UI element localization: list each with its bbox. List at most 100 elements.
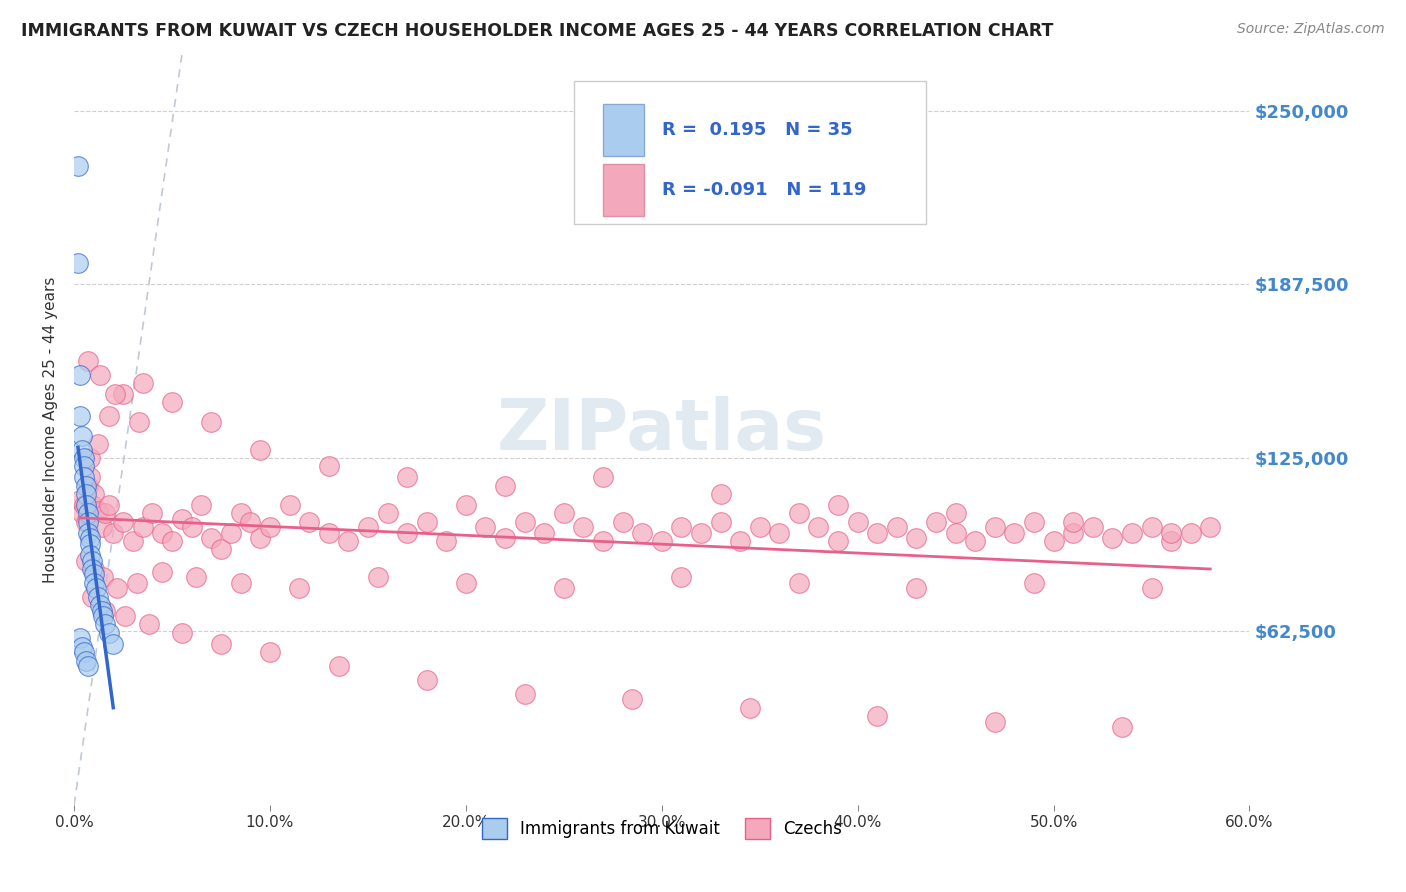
Point — [768, 525, 790, 540]
Point — [592, 470, 614, 484]
Point — [1002, 525, 1025, 540]
Point — [69, 492, 91, 507]
Point — [367, 570, 389, 584]
Point — [79, 470, 101, 484]
Point — [66, 256, 89, 270]
Point — [138, 617, 160, 632]
Point — [80, 562, 103, 576]
Point — [83, 562, 105, 576]
Point — [83, 575, 105, 590]
Point — [513, 687, 536, 701]
Point — [104, 387, 127, 401]
Point — [79, 450, 101, 465]
Point — [328, 659, 350, 673]
Point — [807, 520, 830, 534]
Point — [592, 534, 614, 549]
Point — [1199, 520, 1222, 534]
Point — [89, 598, 111, 612]
Point — [80, 590, 103, 604]
Point — [79, 537, 101, 551]
Point — [905, 582, 928, 596]
Point — [337, 534, 360, 549]
Text: R =  0.195   N = 35: R = 0.195 N = 35 — [662, 121, 852, 139]
Point — [249, 442, 271, 457]
Point — [866, 709, 889, 723]
Point — [1022, 515, 1045, 529]
Point — [125, 575, 148, 590]
Point — [298, 515, 321, 529]
Point — [454, 498, 477, 512]
Point — [612, 515, 634, 529]
Point — [76, 525, 98, 540]
Point — [945, 525, 967, 540]
Point — [219, 525, 242, 540]
Point — [209, 542, 232, 557]
Point — [827, 534, 849, 549]
Point — [70, 428, 93, 442]
Point — [454, 575, 477, 590]
Point — [905, 532, 928, 546]
Point — [93, 609, 115, 624]
Point — [1160, 534, 1182, 549]
Point — [513, 515, 536, 529]
Point — [965, 534, 987, 549]
Point — [141, 507, 163, 521]
Point — [76, 478, 98, 492]
Point — [288, 582, 311, 596]
Point — [83, 487, 105, 501]
Point — [1022, 575, 1045, 590]
Point — [103, 525, 125, 540]
Point — [70, 640, 93, 654]
Point — [671, 570, 693, 584]
Point — [105, 582, 128, 596]
Text: R = -0.091   N = 119: R = -0.091 N = 119 — [662, 181, 866, 199]
Point — [84, 582, 107, 596]
Point — [249, 532, 271, 546]
Point — [886, 520, 908, 534]
Point — [94, 604, 117, 618]
Point — [94, 617, 117, 632]
Point — [846, 515, 869, 529]
Point — [1042, 534, 1064, 549]
Point — [494, 478, 516, 492]
Point — [98, 625, 121, 640]
Point — [103, 637, 125, 651]
Point — [121, 534, 143, 549]
Point — [259, 520, 281, 534]
Point — [787, 575, 810, 590]
Point — [318, 459, 340, 474]
Point — [377, 507, 399, 521]
Point — [76, 353, 98, 368]
Point — [83, 567, 105, 582]
Point — [278, 498, 301, 512]
Point — [69, 632, 91, 646]
Point — [150, 525, 173, 540]
Point — [239, 515, 262, 529]
Point — [415, 515, 437, 529]
Point — [128, 415, 150, 429]
Point — [1121, 525, 1143, 540]
Point — [827, 498, 849, 512]
Point — [200, 532, 222, 546]
Point — [651, 534, 673, 549]
Point — [80, 553, 103, 567]
Point — [79, 532, 101, 546]
Point — [945, 507, 967, 521]
Point — [160, 534, 183, 549]
Point — [866, 525, 889, 540]
Point — [75, 515, 97, 529]
Point — [259, 645, 281, 659]
Point — [1081, 520, 1104, 534]
Point — [180, 520, 202, 534]
Point — [70, 507, 93, 521]
Point — [925, 515, 948, 529]
Point — [90, 520, 112, 534]
Point — [415, 673, 437, 687]
Point — [229, 575, 252, 590]
Point — [1101, 532, 1123, 546]
Point — [86, 503, 108, 517]
Point — [131, 376, 153, 390]
Point — [494, 532, 516, 546]
Point — [1180, 525, 1202, 540]
Point — [190, 498, 212, 512]
